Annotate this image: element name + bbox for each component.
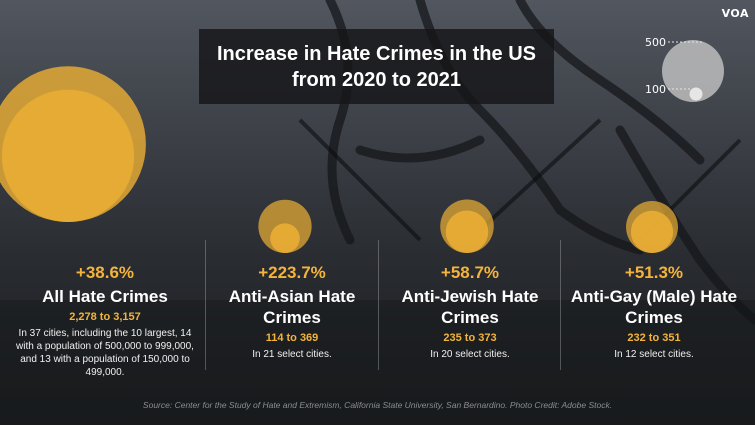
stat-anti-asian: +223.7% Anti-Asian Hate Crimes 114 to 36…	[208, 262, 376, 361]
bubble-2020-0	[1, 89, 135, 222]
note-text: In 20 select cities.	[430, 349, 510, 360]
column-divider	[205, 240, 206, 370]
size-legend: 500 100	[600, 30, 750, 110]
percent-change: +58.7%	[440, 263, 500, 282]
column-divider	[560, 240, 561, 370]
category-label: All Hate Crimes	[42, 287, 168, 306]
bubble-2020-2	[445, 210, 489, 253]
title-line-2: from 2020 to 2021	[292, 68, 461, 91]
percent-change: +51.3%	[624, 263, 684, 282]
stat-anti-gay-male: +51.3% Anti-Gay (Male) Hate Crimes 232 t…	[563, 262, 745, 361]
range-label: 2,278 to 3,157	[69, 311, 141, 323]
bubble-2020-3	[630, 210, 674, 253]
stat-anti-jewish: +58.7% Anti-Jewish Hate Crimes 235 to 37…	[382, 262, 558, 361]
percent-change: +223.7%	[258, 263, 326, 282]
range-label: 235 to 373	[443, 332, 497, 344]
legend-small-label: 100	[645, 83, 666, 96]
title-line-1: Increase in Hate Crimes in the US	[216, 42, 536, 65]
category-label: Anti-Gay (Male) Hate Crimes	[570, 287, 738, 327]
source-credit: Source: Center for the Study of Hate and…	[142, 400, 613, 410]
range-label: 232 to 351	[627, 332, 681, 344]
category-label: Anti-Asian Hate Crimes	[228, 287, 356, 327]
voa-logo: VOA	[721, 7, 749, 20]
stat-all-hate-crimes: +38.6% All Hate Crimes 2,278 to 3,157 In…	[10, 262, 200, 379]
note-text: In 37 cities, including the 10 largest, …	[16, 328, 194, 378]
bubble-2020-1	[270, 223, 300, 254]
legend-large-label: 500	[645, 36, 666, 49]
column-divider	[378, 240, 379, 370]
note-text: In 21 select cities.	[252, 349, 332, 360]
legend-bubbles	[662, 40, 724, 102]
legend-large-circle	[662, 40, 724, 102]
legend-small-circle	[689, 87, 703, 101]
note-text: In 12 select cities.	[614, 349, 694, 360]
category-label: Anti-Jewish Hate Crimes	[401, 287, 539, 327]
range-label: 114 to 369	[265, 332, 319, 344]
title-box: Increase in Hate Crimes in the US from 2…	[199, 29, 554, 104]
percent-change: +38.6%	[75, 263, 135, 282]
